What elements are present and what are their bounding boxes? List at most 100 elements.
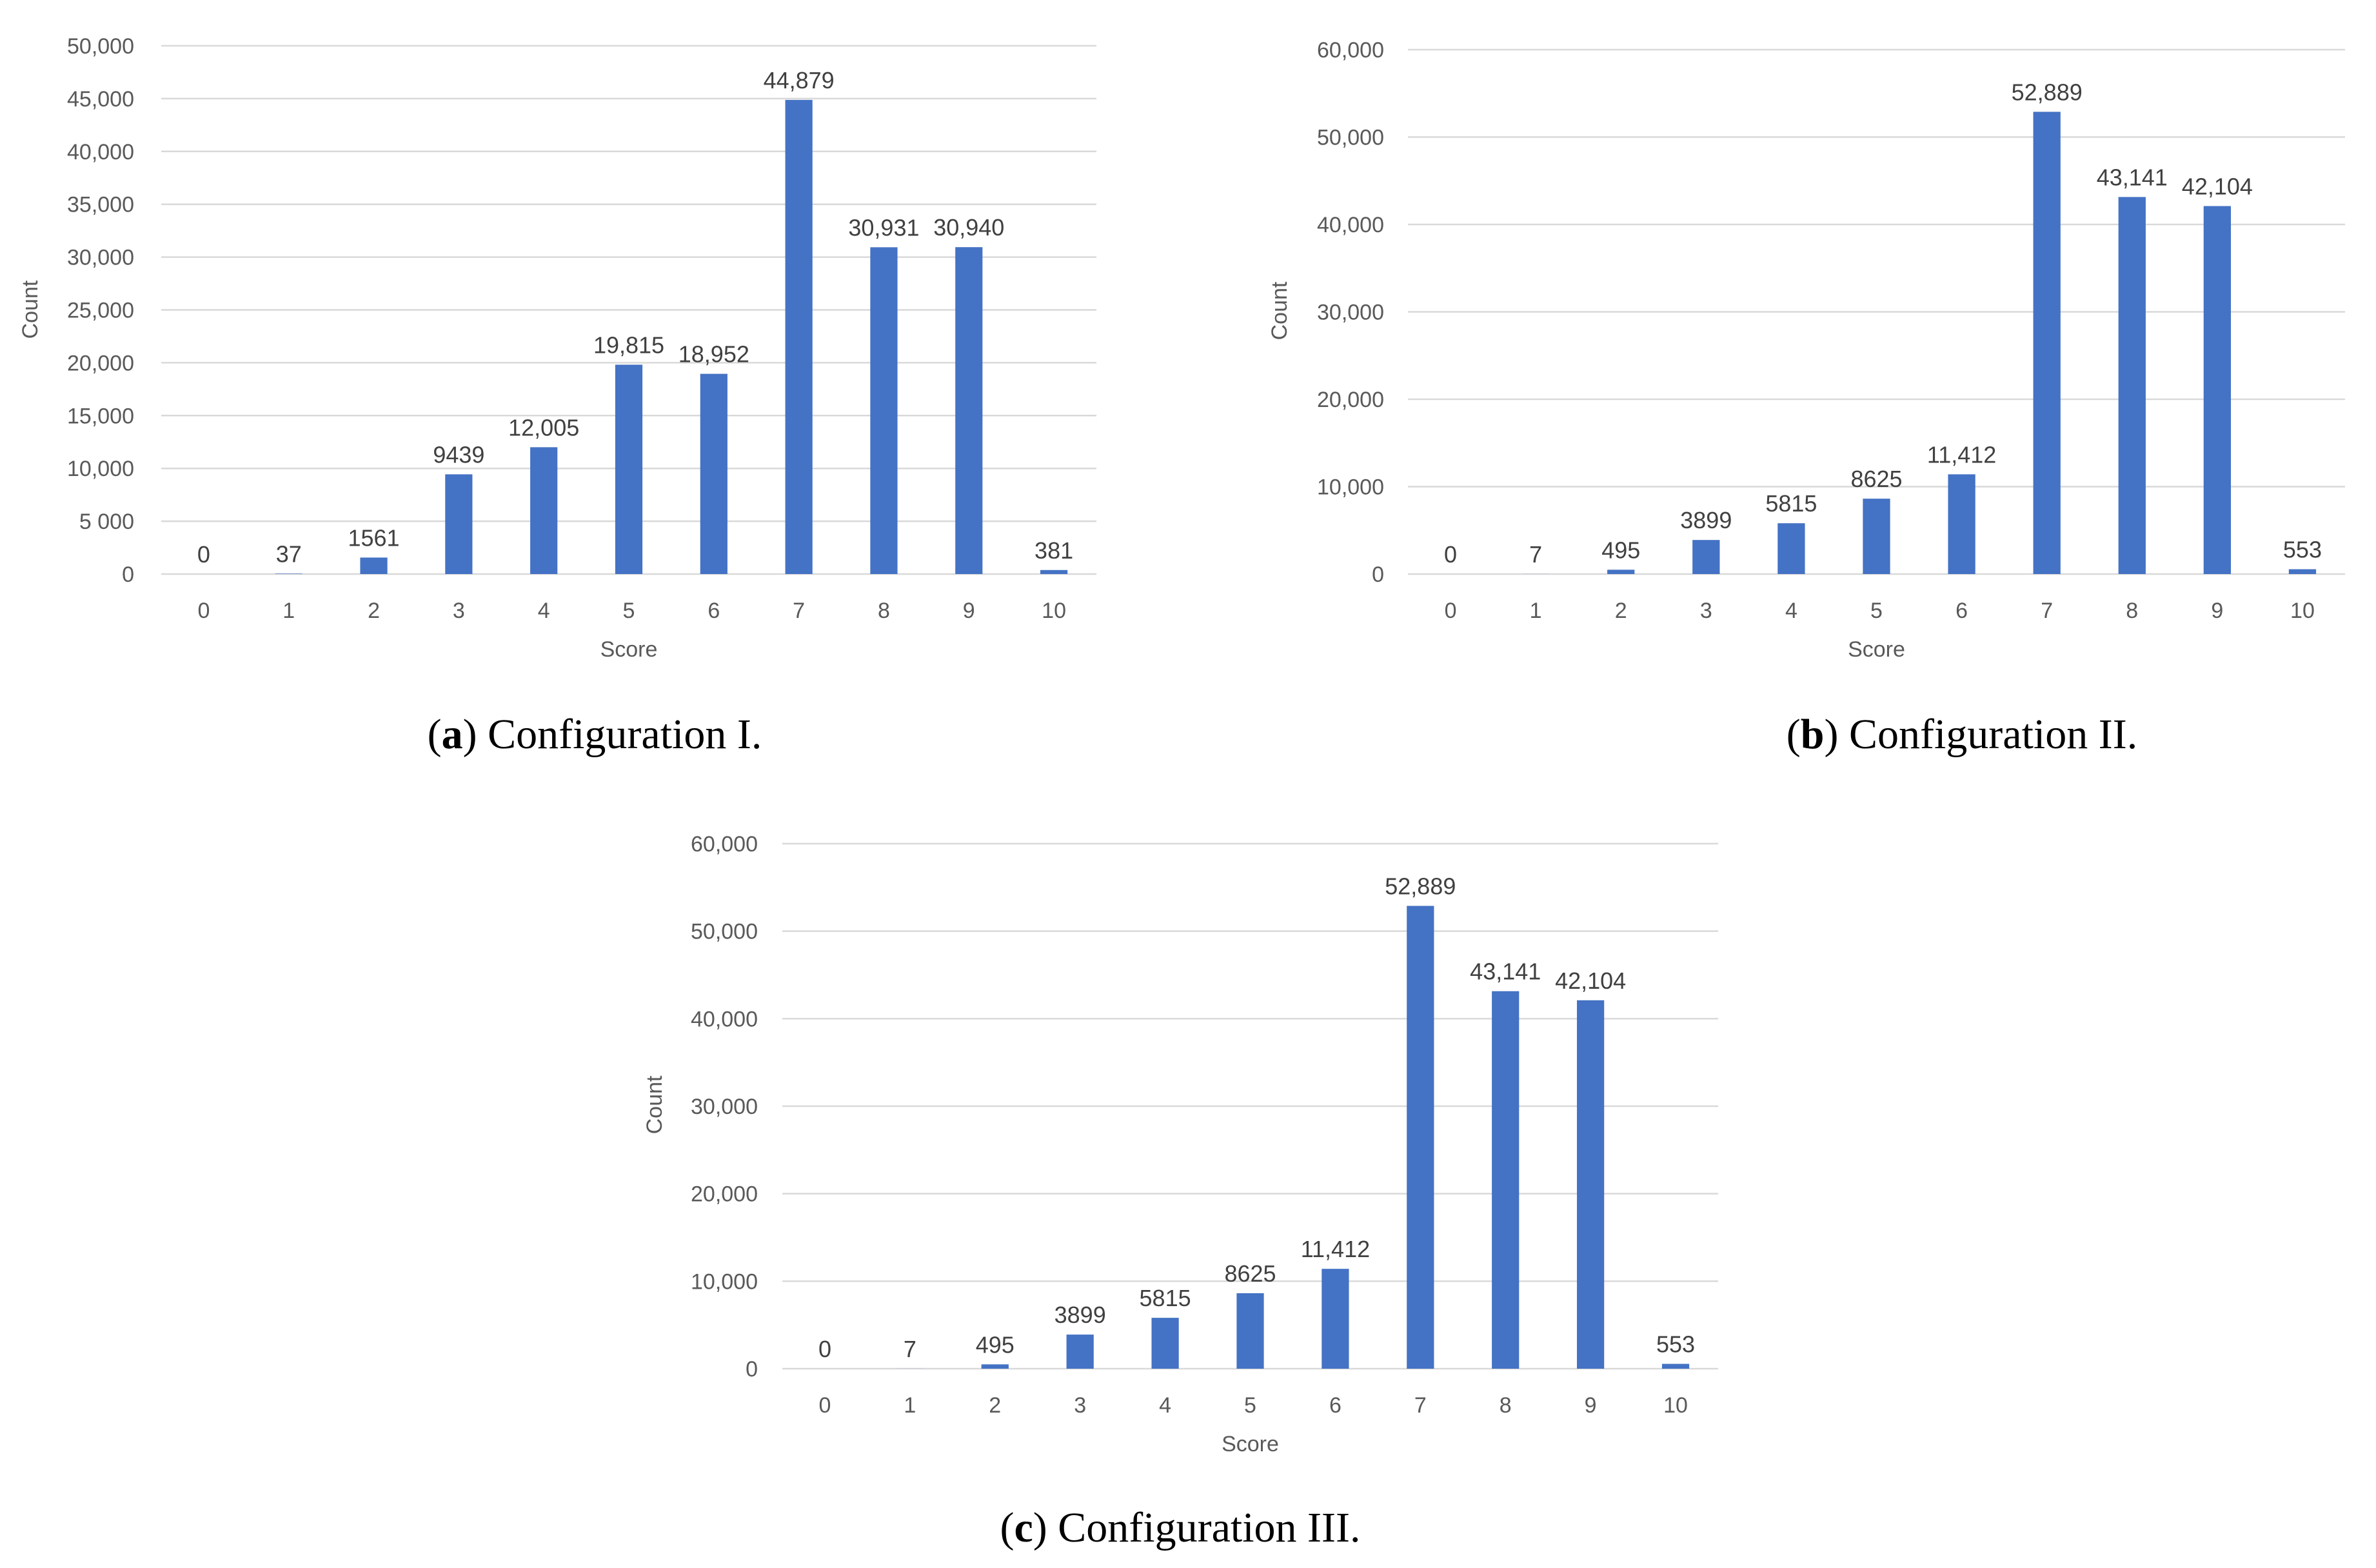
bar (1040, 570, 1068, 574)
x-tick-label: 10 (1042, 599, 1066, 623)
data-label: 52,889 (1385, 873, 1456, 899)
x-axis-title: Score (1848, 637, 1905, 662)
data-label: 37 (276, 541, 302, 567)
data-label: 1561 (348, 524, 399, 551)
x-tick-label: 4 (1785, 599, 1797, 623)
bar (1777, 523, 1805, 574)
data-label: 44,879 (764, 67, 835, 94)
y-tick-label: 40,000 (691, 1007, 758, 1031)
data-label: 11,412 (1301, 1236, 1370, 1262)
caption-paren-close: ) (1824, 711, 1848, 758)
x-tick-label: 9 (1585, 1393, 1597, 1418)
data-label: 30,931 (848, 214, 919, 241)
y-tick-label: 50,000 (691, 920, 758, 944)
figure-caption: (a) Configuration I. (428, 711, 762, 758)
data-label: 5815 (1140, 1285, 1191, 1311)
bar (700, 373, 728, 574)
x-axis-title: Score (1222, 1432, 1279, 1456)
x-tick-label: 6 (708, 599, 720, 623)
y-tick-label: 30,000 (691, 1095, 758, 1119)
bar (615, 364, 643, 574)
y-tick-label: 20,000 (1317, 388, 1384, 412)
caption-letter: c (1014, 1504, 1033, 1551)
y-tick-label: 5 000 (79, 510, 134, 534)
bar (1661, 1364, 1690, 1369)
chart-panel-a: 0 5 000 10,000 15,000 20,000 25,000 30,000 35,0… (18, 34, 1096, 758)
x-tick-label: 8 (2126, 599, 2138, 623)
x-tick-label: 3 (1074, 1393, 1086, 1418)
bar (1692, 540, 1720, 574)
data-label: 7 (904, 1336, 916, 1362)
x-tick-label: 0 (818, 1393, 831, 1418)
bar (981, 1364, 1009, 1369)
x-tick-label: 3 (453, 599, 465, 623)
y-axis-title: Count (1267, 281, 1292, 340)
bar (1151, 1318, 1179, 1369)
y-tick-label: 40,000 (67, 140, 134, 164)
x-tick-label: 10 (2290, 599, 2315, 623)
y-tick-label: 20,000 (67, 351, 134, 375)
data-label: 3899 (1054, 1302, 1106, 1328)
bar (870, 247, 898, 574)
caption-text: Configuration I. (488, 711, 762, 758)
y-tick-label: 30,000 (67, 246, 134, 270)
bar (360, 557, 388, 574)
figure-caption: (c) Configuration III. (1000, 1504, 1361, 1551)
data-label: 43,141 (1470, 958, 1541, 985)
bar (2203, 206, 2231, 574)
bar (785, 99, 813, 575)
caption-paren-close: ) (1033, 1504, 1058, 1551)
y-axis-title: Count (642, 1075, 667, 1134)
x-tick-label: 7 (1414, 1393, 1427, 1418)
x-tick-label: 9 (2211, 599, 2223, 623)
caption-paren-open: ( (1787, 711, 1801, 758)
caption-text: Configuration II. (1849, 711, 2137, 758)
y-tick-label: 40,000 (1317, 213, 1384, 237)
bar (2033, 112, 2061, 574)
data-label: 19,815 (593, 332, 664, 358)
chart-panel-b: 0 10,000 20,000 30,000 40,000 50,000 60,000 0 0 7… (1267, 38, 2345, 758)
bar (1236, 1293, 1264, 1369)
x-tick-label: 9 (963, 599, 975, 623)
caption-paren-open: ( (428, 711, 442, 758)
data-label: 495 (976, 1331, 1015, 1358)
data-label: 5815 (1765, 490, 1817, 517)
y-tick-label: 50,000 (67, 34, 134, 59)
x-tick-label: 7 (793, 599, 805, 623)
bar (1492, 991, 1520, 1369)
data-label: 9439 (433, 441, 484, 468)
y-tick-label: 10,000 (1317, 475, 1384, 500)
y-tick-label: 15,000 (67, 404, 134, 428)
y-tick-label: 0 (1372, 562, 1384, 587)
data-label: 18,952 (678, 341, 749, 368)
bar (1577, 1000, 1605, 1369)
bar (2118, 197, 2146, 574)
y-tick-label: 60,000 (1317, 38, 1384, 63)
x-tick-label: 6 (1955, 599, 1968, 623)
caption-text: Configuration III. (1058, 1504, 1360, 1551)
x-tick-label: 5 (1244, 1393, 1256, 1418)
caption-paren-close: ) (463, 711, 488, 758)
x-tick-label: 5 (623, 599, 635, 623)
x-tick-label: 8 (878, 599, 890, 623)
bar (530, 447, 558, 574)
x-axis-title: Score (600, 637, 658, 662)
bar (2288, 569, 2317, 574)
data-label: 42,104 (1555, 968, 1626, 994)
bar (1948, 474, 1975, 574)
x-tick-label: 1 (282, 599, 295, 623)
data-label: 553 (1656, 1331, 1695, 1357)
data-label: 7 (1529, 541, 1542, 568)
y-axis-title: Count (18, 280, 43, 339)
data-label: 42,104 (2182, 173, 2253, 199)
data-label: 495 (1601, 537, 1640, 563)
y-tick-label: 0 (746, 1357, 758, 1382)
x-tick-label: 10 (1663, 1393, 1688, 1418)
data-label: 8625 (1224, 1260, 1276, 1287)
x-tick-label: 3 (1700, 599, 1712, 623)
x-tick-label: 8 (1500, 1393, 1512, 1418)
y-tick-label: 30,000 (1317, 301, 1384, 325)
bar (1607, 570, 1635, 574)
x-tick-label: 7 (2041, 599, 2053, 623)
data-label: 0 (1444, 541, 1457, 568)
